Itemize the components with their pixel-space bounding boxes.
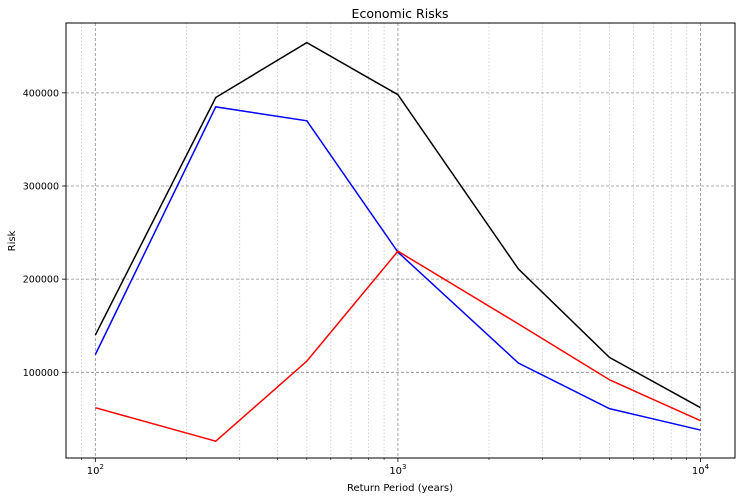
x-tick-label: 103 [389, 463, 406, 477]
y-axis-label: Risk [7, 230, 18, 251]
x-tick-label: 104 [692, 463, 710, 477]
y-tick-label: 300000 [23, 182, 59, 193]
y-tick-label: 200000 [23, 275, 59, 286]
axes: 102 103 104 100000 200000 300000 400000 [23, 88, 710, 477]
grid [66, 23, 735, 458]
y-tick-label: 100000 [23, 368, 59, 379]
y-tick-label: 400000 [23, 88, 59, 99]
chart-title: Economic Risks [352, 6, 449, 21]
series-line-3 [95, 250, 701, 443]
plot-frame [65, 22, 736, 459]
series-lines [94, 41, 701, 443]
x-tick-label: 102 [87, 463, 104, 477]
x-axis-label: Return Period (years) [347, 483, 453, 494]
series-line-1 [94, 41, 701, 409]
